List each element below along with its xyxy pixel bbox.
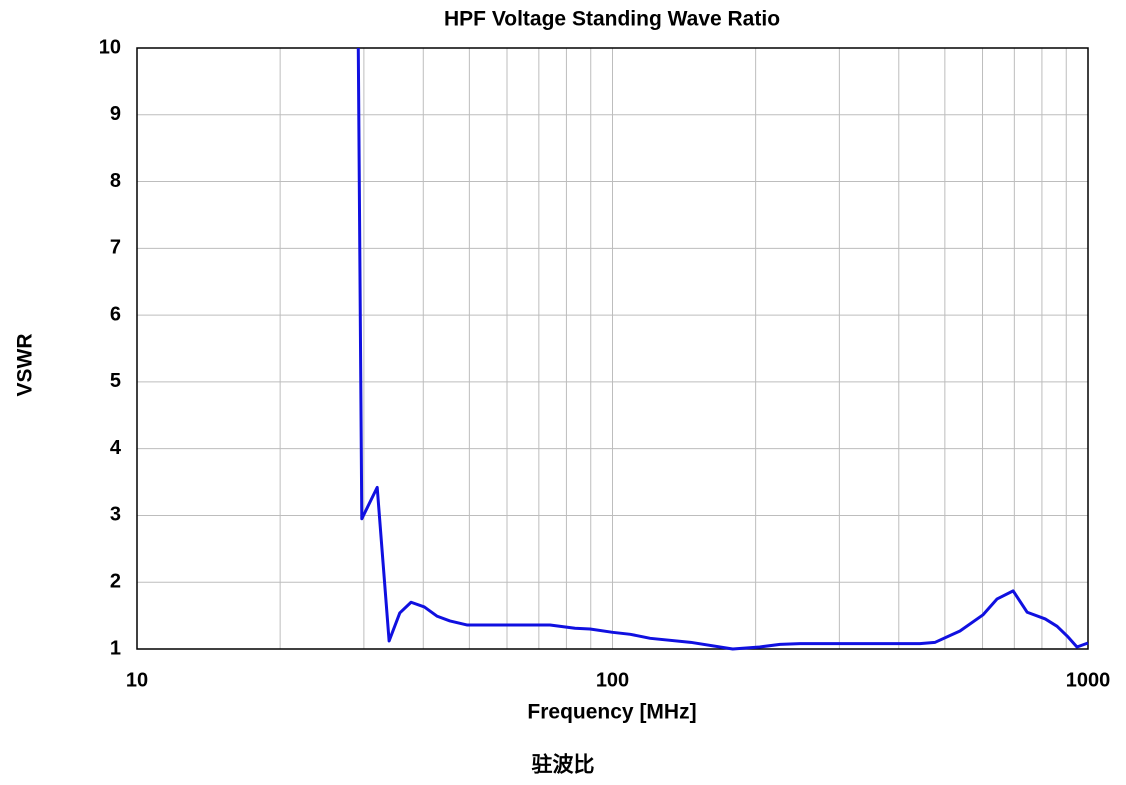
data-line	[356, 47, 1089, 651]
x-axis-label: Frequency [MHz]	[527, 701, 696, 724]
x-tick-label: 10	[126, 669, 148, 691]
x-tick-label: 1000	[1066, 669, 1111, 691]
y-tick-label: 4	[110, 437, 122, 459]
x-tick-label: 100	[596, 669, 629, 691]
y-tick-label: 8	[110, 170, 121, 192]
y-tick-label: 3	[110, 504, 121, 526]
y-tick-label: 2	[110, 571, 121, 593]
y-tick-label: 1	[110, 637, 121, 659]
y-tick-label: 9	[110, 103, 121, 125]
y-tick-label: 6	[110, 303, 121, 325]
chart-title: HPF Voltage Standing Wave Ratio	[444, 8, 780, 31]
y-tick-label: 5	[110, 370, 121, 392]
plot-frame	[136, 47, 1089, 650]
y-axis-label: VSWR	[14, 334, 37, 397]
caption: 驻波比	[532, 753, 595, 777]
y-tick-label: 7	[110, 237, 121, 259]
y-tick-label: 10	[99, 36, 121, 58]
